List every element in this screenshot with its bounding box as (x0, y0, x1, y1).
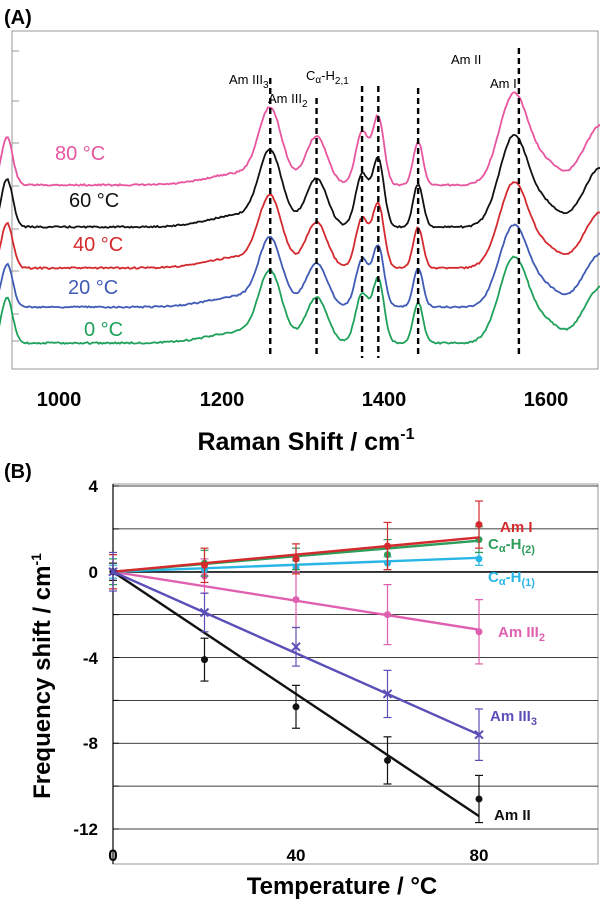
a-x-tick-1000: 1000 (37, 389, 82, 411)
data-point-5-2 (292, 703, 300, 711)
data-point-4-0 (108, 567, 118, 577)
temp-label-20: 20 °C (68, 277, 118, 299)
peak-label-am3-2: Am III2 (268, 91, 308, 110)
series-label-am3-2: Am III2 (498, 624, 545, 644)
series-4 (108, 551, 484, 762)
series-0 (109, 500, 483, 590)
temp-label-80: 80 °C (55, 143, 105, 165)
series-label-am3-3: Am III3 (490, 708, 537, 728)
peak-label-am1: Am I (490, 76, 517, 91)
series-label-am2: Am II (494, 807, 531, 824)
panel-b-y-axis-title: Frequency shift / cm-1 (28, 553, 56, 799)
b-y-tick-m8: -8 (83, 734, 98, 753)
a-x-tick-1600: 1600 (524, 389, 569, 411)
temp-label-0: 0 °C (84, 319, 123, 341)
b-x-tick-80: 80 (470, 846, 489, 865)
spectrum-line-4 (0, 255, 600, 345)
peak-label-am2: Am II (451, 52, 481, 67)
b-y-tick-4: 4 (89, 477, 99, 496)
peak-label-am3-3: Am III3 (229, 72, 269, 91)
data-point-5-3 (384, 756, 391, 764)
spectrum-line-1 (0, 134, 600, 229)
temp-label-40: 40 °C (73, 234, 123, 256)
spectrum-line-2 (0, 181, 600, 270)
data-point-0-2 (292, 555, 300, 563)
data-point-0-4 (475, 521, 483, 529)
panel-a-x-axis-title: Raman Shift / cm-1 (197, 426, 414, 456)
data-point-3-4 (475, 628, 483, 636)
panel-b-x-axis-title: Temperature / °C (247, 873, 438, 900)
panel-a-y-ticks (12, 50, 19, 342)
data-point-4-4 (474, 729, 484, 740)
spectrum-line-0 (0, 91, 600, 187)
series-label-am1: Am I (500, 519, 533, 536)
b-y-tick-0: 0 (89, 563, 98, 582)
b-x-tick-40: 40 (287, 846, 306, 865)
temp-label-60: 60 °C (69, 190, 119, 212)
data-point-3-3 (384, 611, 391, 619)
spectrum-line-3 (0, 223, 600, 309)
data-point-4-3 (382, 689, 393, 699)
data-point-5-1 (201, 656, 208, 664)
a-x-tick-1200: 1200 (200, 389, 245, 411)
data-point-3-2 (292, 596, 300, 604)
panel-a-label: (A) (4, 7, 32, 29)
data-point-0-3 (384, 542, 391, 550)
data-point-5-4 (475, 795, 483, 803)
peak-label-ca-h: Cα-H2,1 (306, 68, 349, 87)
b-y-tick-m12: -12 (73, 820, 98, 839)
b-y-tick-m4: -4 (83, 649, 99, 668)
panel-a-frame (11, 30, 599, 370)
data-point-2-4 (475, 555, 483, 563)
data-point-4-2 (291, 642, 301, 652)
panel-b-label: (B) (4, 461, 32, 483)
series-label-ca-h2: Cα-H(2) (488, 536, 535, 556)
panel-b-series (108, 500, 484, 824)
series-label-ca-h1: Cα-H(1) (488, 569, 535, 589)
data-point-4-1 (199, 607, 210, 618)
data-point-0-1 (201, 561, 208, 569)
spectra-group (0, 91, 600, 345)
a-x-tick-1400: 1400 (362, 389, 407, 411)
b-x-tick-0: 0 (108, 846, 117, 865)
peak-lines (269, 48, 521, 358)
